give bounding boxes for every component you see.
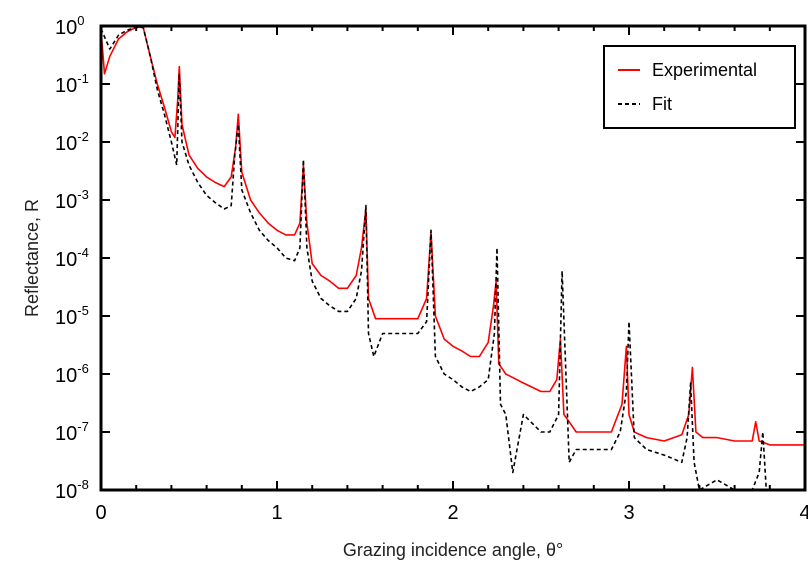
series-layer bbox=[101, 26, 805, 490]
legend-box bbox=[603, 45, 796, 129]
x-tick-labels: 0 1 2 3 4 bbox=[95, 502, 808, 524]
y-tick-label: 10-1 bbox=[55, 71, 89, 97]
y-axis-title: Reflectance, R bbox=[22, 199, 42, 317]
y-tick-exponent: -2 bbox=[77, 129, 89, 144]
y-tick-exponent: -5 bbox=[77, 303, 89, 318]
x-tick-label: 4 bbox=[799, 502, 808, 524]
y-tick-label: 10-4 bbox=[55, 245, 89, 271]
y-tick-label: 10-2 bbox=[55, 129, 89, 155]
x-tick-label: 1 bbox=[271, 502, 282, 524]
y-tick-exponent: -3 bbox=[77, 187, 89, 202]
y-tick-exponent: -1 bbox=[77, 71, 89, 86]
legend-label-experimental: Experimental bbox=[652, 60, 757, 80]
x-tick-label: 3 bbox=[623, 502, 634, 524]
y-tick-label: 10-5 bbox=[55, 303, 89, 329]
y-tick-exponent: -6 bbox=[77, 361, 89, 376]
series-fit-line bbox=[101, 26, 768, 490]
x-tick-label: 2 bbox=[447, 502, 458, 524]
legend: Experimental Fit bbox=[603, 45, 796, 129]
series-experimental-line bbox=[101, 26, 805, 446]
legend-label-fit: Fit bbox=[652, 94, 672, 114]
x-tick-label: 0 bbox=[95, 502, 106, 524]
y-tick-label: 10-7 bbox=[55, 419, 89, 445]
y-tick-labels: 100 10-1 10-2 10-3 10-4 10-5 10-6 10-7 10-8 bbox=[55, 13, 89, 503]
y-tick-label: 10-3 bbox=[55, 187, 89, 213]
y-tick-exponent: -8 bbox=[77, 477, 89, 492]
y-tick-exponent: -4 bbox=[77, 245, 89, 260]
plot-frame bbox=[99, 24, 807, 492]
y-tick-exponent: -7 bbox=[77, 419, 89, 434]
x-axis-title: Grazing incidence angle, θ° bbox=[343, 540, 563, 560]
y-tick-exponent: 0 bbox=[77, 13, 84, 28]
y-tick-label: 10-8 bbox=[55, 477, 89, 503]
y-tick-label: 100 bbox=[55, 13, 84, 39]
y-tick-label: 10-6 bbox=[55, 361, 89, 387]
